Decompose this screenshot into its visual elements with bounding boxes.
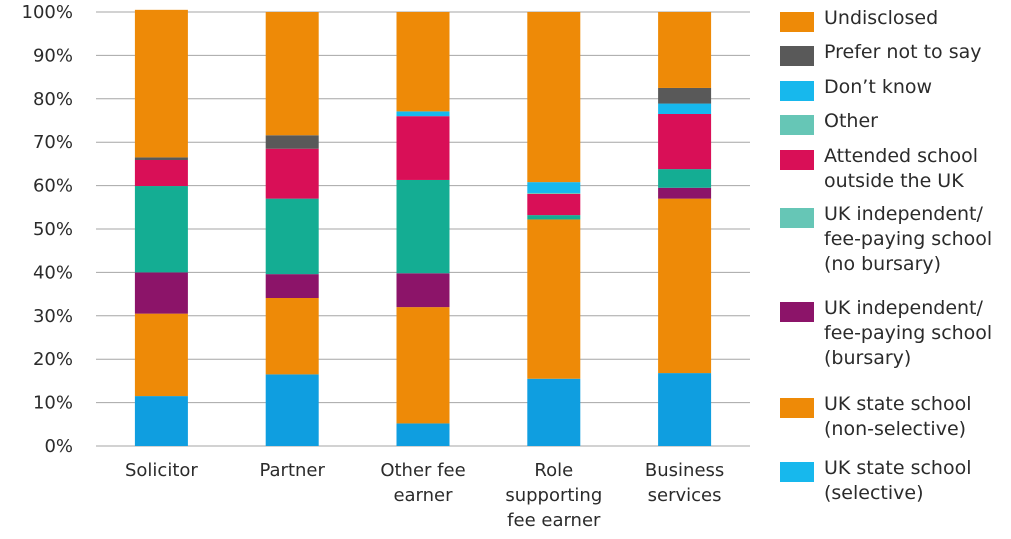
y-tick-label: 20%	[33, 349, 73, 370]
legend-swatch	[780, 398, 814, 418]
y-tick-label: 10%	[33, 393, 73, 414]
bar-segment-uk-state-school-selective	[658, 373, 712, 446]
legend-label: Prefer not to say	[824, 41, 982, 63]
legend-label: Attended school outside the UK	[824, 145, 979, 192]
bar-segment-undisclosed	[134, 9, 188, 158]
bar-segment-uk-independent-fee-paying-school-no-bursary	[396, 179, 450, 274]
legend-label: Don’t know	[824, 76, 933, 98]
bar-segment-undisclosed	[396, 12, 450, 112]
bar-segment-don-t-know	[527, 182, 581, 193]
bar-segment-uk-independent-fee-paying-school-no-bursary	[134, 186, 188, 273]
legend-item-other: Other	[780, 109, 878, 135]
legend-swatch	[780, 46, 814, 66]
bar-segment-attended-school-outside-the-uk	[527, 193, 581, 216]
bar-segment-uk-state-school-selective	[134, 396, 188, 446]
bar-segment-uk-independent-fee-paying-school-bursary	[396, 273, 450, 308]
bar-stack-1	[134, 9, 188, 446]
bar-stack-4	[527, 12, 581, 446]
bar-segment-uk-independent-fee-paying-school-no-bursary	[658, 169, 712, 188]
legend-item-prefer-not-to-say: Prefer not to say	[780, 40, 982, 66]
bar-segment-attended-school-outside-the-uk	[658, 113, 712, 170]
legend-item-don-t-know: Don’t know	[780, 75, 932, 101]
legend-label: UK state school (non-selective)	[824, 393, 972, 440]
legend-swatch	[780, 150, 814, 170]
y-tick-label: 50%	[33, 219, 73, 240]
legend-label: UK independent/ fee-paying school (bursa…	[824, 297, 993, 369]
bar-segment-attended-school-outside-the-uk	[265, 148, 319, 199]
legend-label: Undisclosed	[824, 7, 939, 29]
bar-stack-3	[396, 12, 450, 446]
y-tick-label: 30%	[33, 306, 73, 327]
bar-segment-uk-state-school-non-selective	[396, 307, 450, 424]
legend-label: UK state school (selective)	[824, 457, 972, 504]
stacked-bar-chart: 0% 10% 20% 30% 40% 50% 60% 70% 80% 90% 100% Solici…	[22, 2, 750, 531]
bar-segment-undisclosed	[658, 12, 712, 88]
legend-swatch	[780, 12, 814, 32]
legend-swatch	[780, 115, 814, 135]
bar-segment-attended-school-outside-the-uk	[134, 159, 188, 187]
legend-swatch	[780, 302, 814, 322]
legend-label: UK independent/ fee-paying school (no bu…	[824, 203, 993, 275]
bar-segment-attended-school-outside-the-uk	[396, 116, 450, 180]
bar-segment-don-t-know	[658, 103, 712, 114]
legend-item-undisclosed: Undisclosed	[780, 6, 938, 32]
legend-label: Other	[824, 110, 878, 132]
x-tick-label: Other fee earner	[380, 460, 465, 506]
y-tick-label: 100%	[22, 2, 73, 23]
bar-segment-uk-independent-fee-paying-school-bursary	[134, 272, 188, 314]
legend-swatch	[780, 462, 814, 482]
bar-segment-undisclosed	[265, 12, 319, 136]
bar-segment-uk-state-school-non-selective	[658, 198, 712, 374]
x-tick-label: Business services	[645, 460, 724, 506]
bar-segment-uk-independent-fee-paying-school-no-bursary	[265, 198, 319, 275]
legend-item-uk-independent-fee-paying-school-no-bursary: UK independent/ fee-paying school (no bu…	[780, 202, 992, 277]
x-tick-label: Role supporting fee earner	[505, 460, 602, 531]
bar-segment-uk-state-school-selective	[396, 423, 450, 446]
y-tick-label: 90%	[33, 45, 73, 66]
bar-segment-undisclosed	[527, 12, 581, 183]
bar-segment-uk-state-school-non-selective	[134, 313, 188, 397]
y-tick-label: 0%	[44, 436, 73, 457]
y-tick-label: 60%	[33, 176, 73, 197]
bar-segment-prefer-not-to-say	[265, 135, 319, 149]
x-axis-ticks: Solicitor Partner Other fee earner Role suppo…	[125, 460, 724, 531]
bar-segment-uk-state-school-non-selective	[265, 298, 319, 375]
x-tick-label: Solicitor	[125, 460, 198, 481]
bar-segment-prefer-not-to-say	[134, 157, 188, 160]
legend-swatch	[780, 208, 814, 228]
legend-item-attended-school-outside-the-uk: Attended school outside the UK	[780, 144, 978, 194]
bar-segment-uk-state-school-non-selective	[527, 219, 581, 379]
bar-segment-uk-independent-fee-paying-school-no-bursary	[527, 215, 581, 220]
y-tick-label: 40%	[33, 262, 73, 283]
bar-segment-uk-independent-fee-paying-school-bursary	[265, 274, 319, 299]
legend-swatch	[780, 81, 814, 101]
bar-stack-5	[658, 12, 712, 446]
bar-segment-uk-state-school-selective	[527, 378, 581, 446]
bar-segment-other	[527, 192, 581, 194]
bar-stack-2	[265, 12, 319, 446]
legend-item-uk-independent-fee-paying-school-bursary: UK independent/ fee-paying school (bursa…	[780, 296, 992, 371]
bars	[134, 9, 712, 446]
bar-segment-prefer-not-to-say	[658, 87, 712, 104]
y-tick-label: 80%	[33, 89, 73, 110]
bar-segment-uk-independent-fee-paying-school-bursary	[658, 187, 712, 199]
y-tick-label: 70%	[33, 132, 73, 153]
y-axis-ticks: 0% 10% 20% 30% 40% 50% 60% 70% 80% 90% 100%	[22, 2, 73, 457]
x-tick-label: Partner	[259, 460, 325, 481]
bar-segment-uk-state-school-selective	[265, 374, 319, 446]
legend-item-uk-state-school-selective: UK state school (selective)	[780, 456, 972, 506]
legend-item-uk-state-school-non-selective: UK state school (non-selective)	[780, 392, 972, 442]
bar-segment-don-t-know	[396, 111, 450, 117]
